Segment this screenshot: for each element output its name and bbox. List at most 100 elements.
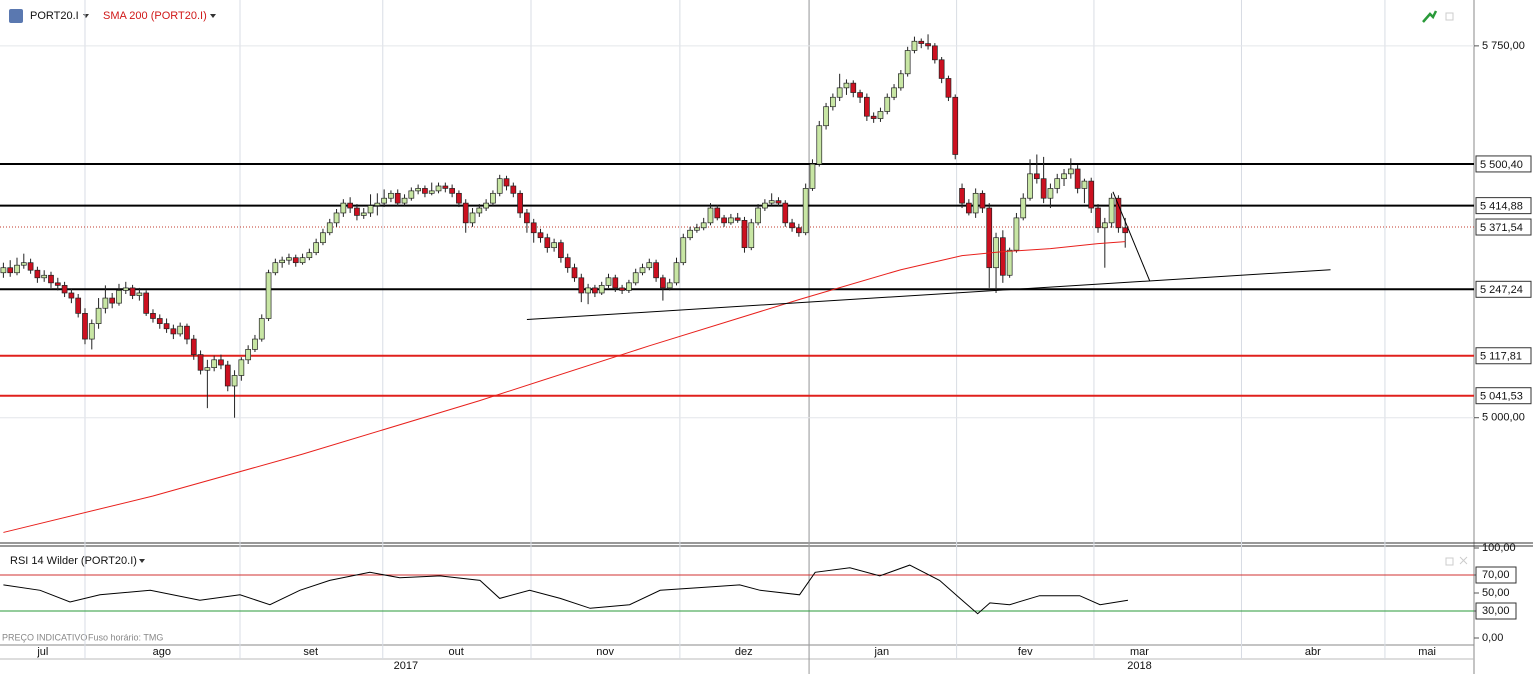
candle-body — [48, 274, 54, 284]
candle-body — [503, 178, 510, 187]
candle-body — [490, 192, 496, 204]
candle-body — [666, 282, 673, 289]
candle-body — [143, 292, 150, 314]
candle-body — [68, 292, 75, 299]
candle-body — [694, 227, 700, 231]
candle-body — [626, 282, 632, 291]
close-button[interactable] — [1459, 556, 1468, 565]
candle-body — [456, 192, 462, 204]
dropdown-arrow[interactable] — [139, 559, 145, 563]
timezone: Fuso horário: TMG — [88, 632, 163, 642]
month-label: ago — [153, 646, 171, 658]
candle-body — [326, 222, 333, 234]
dropdown-arrow[interactable] — [210, 14, 216, 18]
candle-body — [1061, 173, 1067, 180]
candle-body — [272, 262, 279, 274]
candle-body — [129, 287, 136, 296]
month-label: jul — [36, 646, 48, 658]
candle-body — [558, 242, 564, 259]
candle-body — [639, 267, 646, 274]
y-tick-label: 50,00 — [1482, 587, 1510, 599]
candle-body — [843, 82, 850, 89]
candle-body — [918, 40, 925, 44]
candle-body — [782, 202, 789, 224]
candle-body — [252, 338, 258, 350]
candle-body — [1013, 217, 1020, 251]
month-label: mar — [1130, 646, 1149, 658]
candle-body — [401, 197, 408, 204]
candle-body — [619, 287, 625, 291]
year-label: 2018 — [1127, 660, 1151, 672]
candle-body — [510, 185, 517, 194]
candle-body — [898, 73, 904, 89]
candle-body — [428, 190, 435, 194]
month-label: abr — [1305, 646, 1321, 658]
candle-body — [0, 267, 7, 274]
candle-body — [170, 328, 177, 335]
candle-body — [524, 212, 530, 224]
candle-body — [585, 287, 591, 294]
candle-body — [136, 292, 143, 296]
month-label: nov — [596, 646, 614, 658]
trend-line — [526, 269, 1331, 321]
candle-body — [605, 277, 612, 286]
candle-body — [598, 285, 605, 294]
candle-body — [177, 325, 184, 335]
level-label-box — [1475, 347, 1532, 365]
candle-body — [462, 202, 469, 224]
symbol-icon — [9, 9, 23, 23]
candle-body — [238, 359, 245, 376]
symbol-title[interactable]: PORT20.I — [30, 10, 79, 22]
candle-body — [156, 318, 163, 324]
candle-body — [836, 87, 843, 98]
rsi-title[interactable]: RSI 14 Wilder (PORT20.I) — [10, 555, 137, 567]
candle-body — [564, 257, 571, 269]
candle-body — [95, 307, 102, 324]
window-button[interactable] — [1445, 12, 1454, 21]
candle-body — [673, 262, 680, 284]
candle-body — [82, 313, 88, 340]
candle-body — [823, 106, 829, 127]
y-tick-label: 100,00 — [1482, 542, 1516, 554]
candle-body — [442, 185, 449, 189]
series-line — [3, 241, 1126, 533]
candle-body — [762, 202, 768, 209]
candle-body — [109, 297, 116, 304]
candle-body — [700, 222, 707, 229]
candle-body — [1095, 207, 1101, 229]
level-label-box — [1475, 387, 1532, 405]
month-label: out — [449, 646, 464, 658]
candle-body — [54, 282, 61, 286]
candle-body — [7, 267, 14, 274]
candle-body — [224, 364, 231, 387]
month-label: mai — [1418, 646, 1436, 658]
candle-body — [245, 349, 252, 361]
candle-body — [816, 125, 823, 165]
candle-body — [1088, 180, 1095, 209]
candle-body — [660, 277, 666, 289]
candle-body — [163, 323, 170, 330]
candle-body — [292, 257, 299, 264]
footnote: PREÇO INDICATIVO — [2, 632, 87, 642]
candle-body — [796, 227, 802, 234]
candle-body — [850, 82, 857, 93]
window-button[interactable] — [1445, 557, 1454, 566]
year-label: 2017 — [394, 660, 418, 672]
candle-body — [972, 192, 979, 214]
candle-body — [809, 163, 816, 189]
candle-body — [1101, 222, 1108, 229]
candle-body — [537, 232, 544, 239]
candle-body — [755, 207, 761, 224]
candle-body — [632, 272, 639, 284]
candle-body — [1115, 197, 1122, 229]
candle-body — [578, 277, 585, 294]
level-label: 5 117,81 — [1480, 351, 1522, 363]
candle-body — [884, 96, 891, 112]
candle-body — [904, 50, 911, 75]
candle-body — [88, 323, 95, 340]
indicator-title[interactable]: SMA 200 (PORT20.I) — [103, 10, 207, 22]
candle-body — [952, 96, 959, 155]
candle-body — [1027, 173, 1033, 199]
candle-body — [381, 197, 387, 204]
